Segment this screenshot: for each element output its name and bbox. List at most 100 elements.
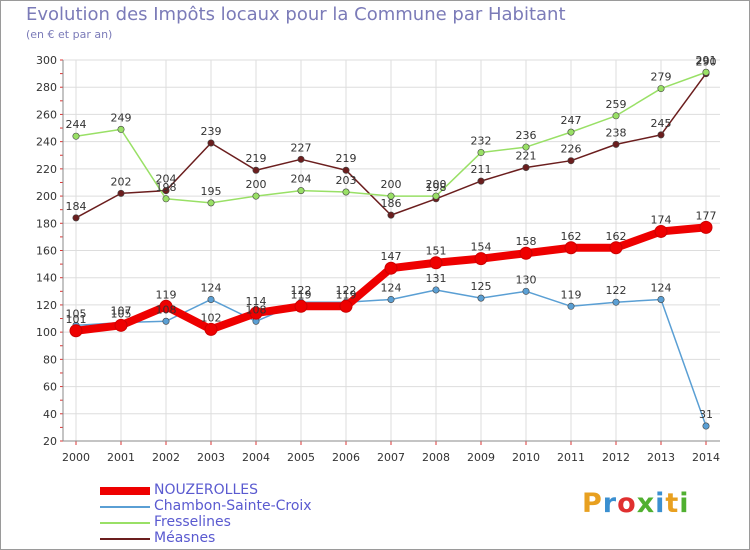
data-label: 119	[561, 288, 582, 301]
legend-item-chambon[interactable]: Chambon-Sainte-Croix	[100, 498, 420, 515]
data-label: 102	[201, 311, 222, 324]
x-tick-label: 2009	[467, 451, 495, 464]
legend: NOUZEROLLES Chambon-Sainte-Croix Fressel…	[100, 482, 420, 547]
data-point	[294, 299, 308, 313]
data-point	[207, 199, 215, 207]
data-point	[72, 214, 80, 222]
data-point	[252, 166, 260, 174]
data-label: 174	[651, 213, 672, 226]
series-m-asnes	[72, 70, 710, 222]
data-label: 219	[246, 152, 267, 165]
legend-swatch	[100, 522, 150, 524]
x-tick-label: 2011	[557, 451, 585, 464]
legend-label: Méasnes	[154, 530, 216, 546]
data-label: 107	[111, 305, 132, 318]
x-tick-label: 2012	[602, 451, 630, 464]
data-label: 122	[291, 284, 312, 297]
data-label: 105	[111, 307, 132, 320]
y-tick-label: 140	[36, 272, 57, 285]
data-label: 101	[66, 313, 87, 326]
data-point	[162, 317, 170, 325]
y-tick-label: 20	[43, 435, 57, 448]
legend-item-nouzerolles[interactable]: NOUZEROLLES	[100, 482, 420, 499]
data-point	[384, 261, 398, 275]
data-label: 290	[696, 56, 717, 69]
x-tick-label: 2002	[152, 451, 180, 464]
data-label: 31	[699, 408, 713, 421]
data-point	[702, 68, 710, 76]
data-label: 122	[336, 284, 357, 297]
logo-letter: i	[679, 488, 690, 519]
data-point	[567, 128, 575, 136]
data-point	[387, 211, 395, 219]
data-label: 219	[336, 152, 357, 165]
data-label: 226	[561, 143, 582, 156]
y-tick-label: 80	[43, 353, 57, 366]
data-label: 184	[66, 200, 87, 213]
data-label: 108	[156, 303, 177, 316]
data-label: 245	[651, 117, 672, 130]
data-label: 238	[606, 126, 627, 139]
legend-item-measnes[interactable]: Méasnes	[100, 530, 420, 547]
x-tick-label: 2010	[512, 451, 540, 464]
legend-swatch	[100, 538, 150, 540]
data-point	[342, 188, 350, 196]
data-label: 195	[201, 185, 222, 198]
legend-label: NOUZEROLLES	[154, 482, 259, 498]
data-label: 221	[516, 149, 537, 162]
data-label: 158	[516, 235, 537, 248]
data-label: 227	[291, 141, 312, 154]
data-label: 122	[606, 284, 627, 297]
data-label: 259	[606, 98, 627, 111]
data-point	[522, 163, 530, 171]
data-point	[657, 295, 665, 303]
data-label: 119	[156, 288, 177, 301]
data-point	[657, 131, 665, 139]
y-tick-label: 240	[36, 136, 57, 149]
x-tick-label: 2000	[62, 451, 90, 464]
data-label: 124	[201, 281, 222, 294]
data-label: 198	[426, 181, 447, 194]
data-label: 200	[426, 178, 447, 191]
data-point	[117, 125, 125, 133]
data-point	[522, 143, 530, 151]
logo-letter: t	[665, 488, 680, 519]
data-point	[162, 187, 170, 195]
data-label: 119	[336, 288, 357, 301]
data-label: 108	[246, 303, 267, 316]
data-point	[477, 294, 485, 302]
data-point	[612, 140, 620, 148]
data-point	[522, 287, 530, 295]
data-label: 239	[201, 125, 222, 138]
data-point	[339, 299, 353, 313]
y-tick-label: 100	[36, 326, 57, 339]
data-point	[699, 220, 713, 234]
chart-subtitle: (en € et par an)	[26, 28, 113, 41]
legend-swatch	[100, 506, 150, 508]
data-label: 186	[381, 197, 402, 210]
y-tick-label: 60	[43, 381, 57, 394]
data-label: 124	[651, 281, 672, 294]
data-point	[567, 302, 575, 310]
y-tick-label: 220	[36, 163, 57, 176]
y-tick-label: 180	[36, 217, 57, 230]
logo-letter: x	[636, 488, 656, 519]
x-tick-label: 2006	[332, 451, 360, 464]
data-label: 204	[156, 173, 177, 186]
legend-item-fresselines[interactable]: Fresselines	[100, 514, 420, 531]
series-fresselines	[72, 68, 710, 207]
data-label: 232	[471, 135, 492, 148]
data-point	[204, 322, 218, 336]
data-point	[72, 132, 80, 140]
data-point	[249, 306, 263, 320]
y-tick-label: 300	[36, 54, 57, 67]
x-tick-label: 2001	[107, 451, 135, 464]
data-label: 249	[111, 111, 132, 124]
data-point	[162, 195, 170, 203]
data-point	[477, 149, 485, 157]
data-label: 200	[246, 178, 267, 191]
data-point	[702, 422, 710, 430]
data-point	[387, 192, 395, 200]
data-point	[207, 139, 215, 147]
data-point	[342, 166, 350, 174]
